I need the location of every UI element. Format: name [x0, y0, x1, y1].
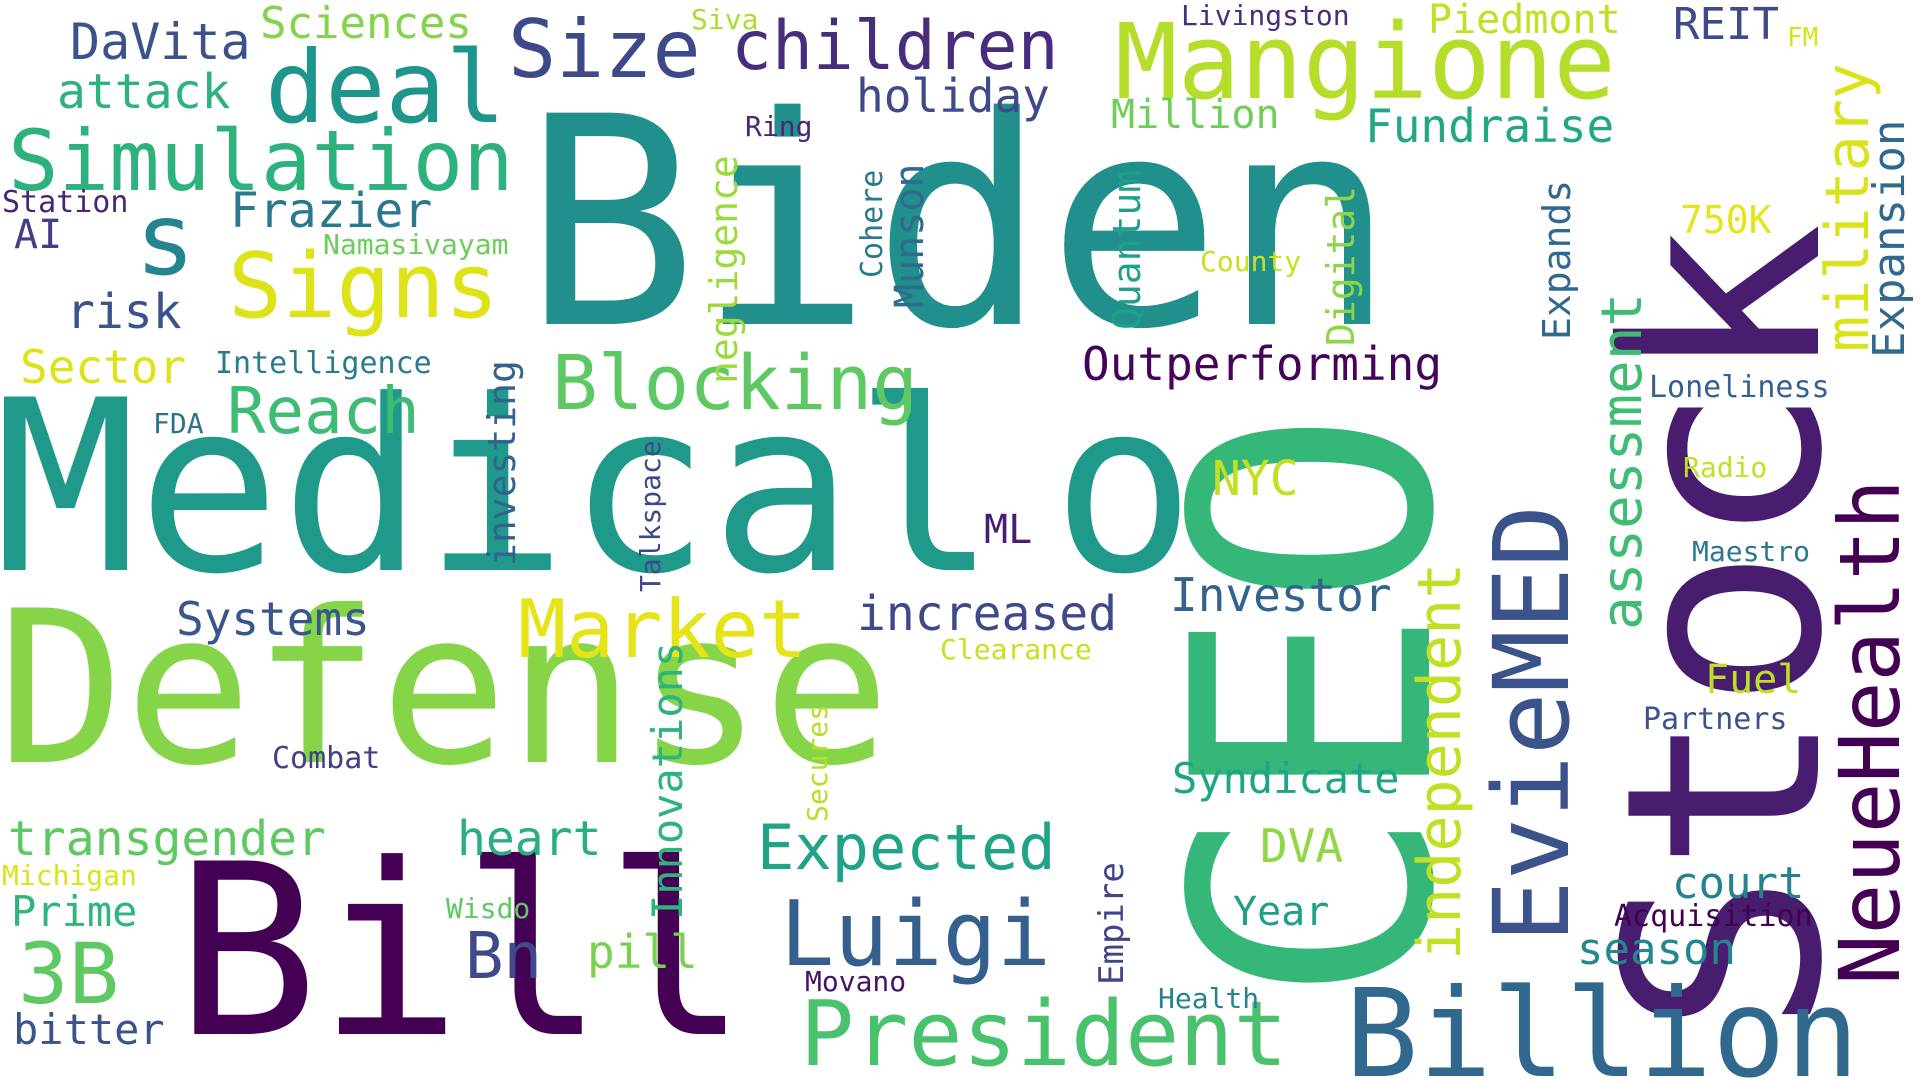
word-bitter: bitter [13, 1005, 165, 1054]
word-simulation: Simulation [8, 112, 514, 210]
word-movano: Movano [805, 965, 907, 998]
word-prime: Prime [11, 887, 138, 936]
word-negligence: negligence [702, 155, 746, 384]
word-fundraise: Fundraise [1365, 99, 1615, 153]
word-deal: deal [265, 29, 506, 146]
word-station: Station [2, 185, 129, 220]
word-expands: Expands [1535, 179, 1579, 340]
word-nyc: NYC [1212, 451, 1299, 507]
word-fda: FDA [153, 407, 204, 440]
word-davita: DaVita [70, 13, 251, 71]
word-reach: Reach [227, 375, 420, 449]
word-radio: Radio [1683, 451, 1768, 484]
word-secures: Secures [801, 703, 834, 822]
word-systems: Systems [176, 592, 370, 646]
word-outperforming: Outperforming [1082, 337, 1443, 391]
word-combat: Combat [272, 741, 381, 776]
word-bn: Bn [465, 920, 543, 994]
word-bill: Bill [175, 814, 749, 1080]
word-siva: Siva [691, 3, 759, 36]
word-increased: increased [857, 586, 1118, 642]
word-assessment: assessment [1590, 292, 1655, 630]
word-piedmont: Piedmont [1428, 0, 1621, 43]
word-expansion: Expansion [1864, 119, 1915, 358]
word-reit: REIT [1673, 0, 1779, 50]
word-expected: Expected [757, 811, 1056, 884]
word-court: court [1672, 858, 1805, 909]
word-investing: investing [480, 360, 524, 566]
word-heart: heart [457, 811, 602, 867]
word-market: Market [518, 583, 807, 676]
word-year: Year [1233, 889, 1330, 935]
word-s: s [135, 181, 196, 298]
word-pill: pill [587, 925, 698, 979]
word-fm: FM [1787, 23, 1819, 53]
word-talkspace: Talkspace [634, 440, 667, 592]
word-investor: Investor [1170, 568, 1392, 622]
word-billion: Billion [1345, 963, 1860, 1080]
word-sciences: Sciences [260, 0, 472, 49]
word-3b: 3B [18, 925, 120, 1023]
word-empire: Empire [1092, 862, 1132, 985]
word-season: season [1577, 924, 1736, 975]
word-holiday: holiday [856, 69, 1050, 123]
word-clearance: Clearance [940, 633, 1092, 666]
word-health: Health [1158, 982, 1260, 1015]
word-risk: risk [66, 284, 182, 340]
word-livingston: Livingston [1181, 0, 1350, 32]
word-maestro: Maestro [1692, 535, 1811, 568]
word-fuel: Fuel [1705, 657, 1802, 703]
word-loneliness: Loneliness [1649, 370, 1830, 405]
word-ring: Ring [745, 110, 813, 143]
word-frazier: Frazier [230, 183, 433, 239]
word-luigi: Luigi [780, 882, 1051, 987]
word-attack: attack [57, 64, 231, 120]
word-quantum: Quantum [1105, 169, 1149, 330]
word-750k: 750K [1680, 198, 1772, 242]
word-size: Size [508, 3, 701, 96]
word-namasivayam: Namasivayam [323, 228, 509, 261]
word-syndicate: Syndicate [1172, 754, 1400, 803]
word-county: County [1200, 245, 1302, 278]
word-biden: Biden [523, 56, 1396, 393]
word-partners: Partners [1643, 702, 1788, 737]
word-blocking: Blocking [552, 338, 919, 427]
word-digital: Digital [1319, 185, 1363, 346]
word-neuehealth: NeueHealth [1821, 479, 1919, 985]
word-children: children [731, 7, 1059, 86]
word-signs: Signs [228, 234, 499, 339]
word-mangione: Mangione [1115, 1, 1616, 123]
word-cohere: Cohere [855, 169, 890, 278]
word-sector: Sector [20, 340, 187, 394]
word-ml: ML [984, 507, 1033, 553]
word-medical: Medical [0, 350, 998, 627]
word-michigan: Michigan [2, 859, 137, 892]
word-president: President [800, 982, 1288, 1080]
word-o: o [1052, 350, 1196, 627]
word-wisdo: Wisdo [446, 892, 531, 925]
word-defense: Defense [0, 565, 891, 812]
word-transgender: transgender [8, 811, 326, 867]
word-ai: AI [14, 212, 63, 258]
word-independent: independent [1405, 562, 1475, 960]
word-acquisition: Acquisition [1614, 899, 1813, 934]
word-eviemed: EvieMED [1471, 504, 1593, 943]
word-dva: DVA [1260, 819, 1344, 873]
word-intelligence: Intelligence [215, 346, 432, 381]
word-innovations: Innovations [643, 641, 692, 920]
word-munson: Munson [887, 163, 933, 309]
word-million: Million [1111, 92, 1280, 138]
